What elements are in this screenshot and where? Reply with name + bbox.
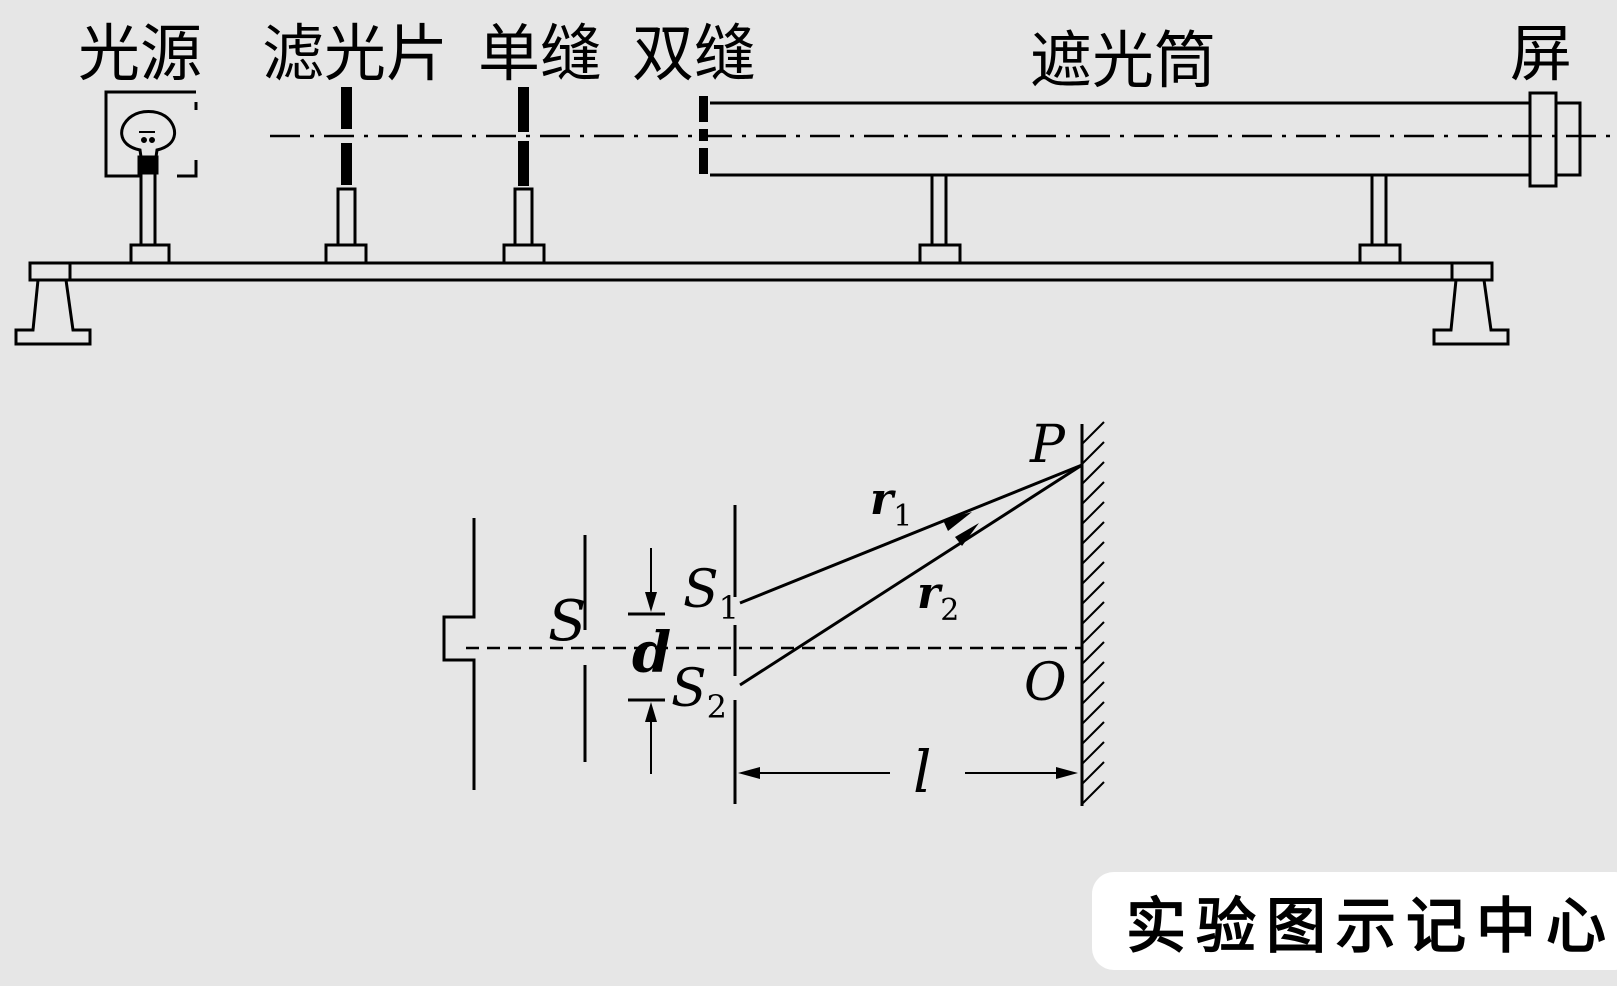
label-ray-r2: r2 [917, 568, 959, 628]
label-screen: 屏 [1510, 17, 1572, 90]
label-distance-l: l [913, 738, 932, 806]
caption-badge: 实验图示记中心 [1092, 872, 1617, 970]
ray-r1 [739, 463, 1083, 605]
bench-end-left [28, 261, 72, 282]
label-slit1: S1 [683, 560, 739, 627]
ray-r1-arrow [943, 512, 972, 531]
filter-plate-top [341, 87, 352, 129]
label-point-o: O [1024, 653, 1067, 713]
d-arrow-upper-head [645, 592, 657, 612]
bulb-icon [120, 110, 176, 159]
l-arrow-left-head [738, 767, 760, 779]
double-slit-plate [699, 96, 708, 174]
schematic: S S1 S2 d P O r1 r2 l [442, 415, 1105, 806]
filter-plate-bottom [341, 143, 352, 185]
bench-foot-right [1432, 279, 1510, 346]
viewing-screen [1528, 91, 1582, 188]
single-slit-holder [502, 87, 546, 265]
ray-r2-arrow [955, 523, 979, 546]
label-separation-d: d [632, 620, 671, 686]
label-double-slit: 双缝 [632, 17, 756, 90]
label-source-s: S [548, 589, 586, 654]
label-light-source: 光源 [78, 17, 202, 90]
label-tube: 遮光筒 [1030, 24, 1216, 97]
single-slit-plate-bottom [518, 141, 529, 186]
light-shield-tube [710, 101, 1530, 265]
bench-foot-left [14, 279, 92, 346]
optical-bench [28, 261, 1494, 282]
ray-r2 [739, 463, 1083, 687]
label-point-p: P [1029, 415, 1066, 475]
label-slit2: S2 [671, 659, 727, 726]
light-source [104, 90, 198, 265]
l-arrow-right-head [1056, 767, 1078, 779]
caption-badge-text: 实验图示记中心 [1126, 891, 1616, 962]
label-filter: 滤光片 [262, 17, 448, 90]
filter-holder [324, 87, 368, 265]
single-slit-plate-top [518, 87, 529, 132]
screen-hatching [1081, 421, 1105, 805]
d-arrow-lower-head [645, 702, 657, 722]
source-wall [442, 518, 476, 790]
label-single-slit: 单缝 [478, 17, 602, 90]
apparatus: 光源 滤光片 单缝 双缝 遮光筒 屏 [14, 17, 1610, 346]
bench-end-right [1450, 261, 1494, 282]
label-ray-r1: r1 [870, 474, 912, 534]
